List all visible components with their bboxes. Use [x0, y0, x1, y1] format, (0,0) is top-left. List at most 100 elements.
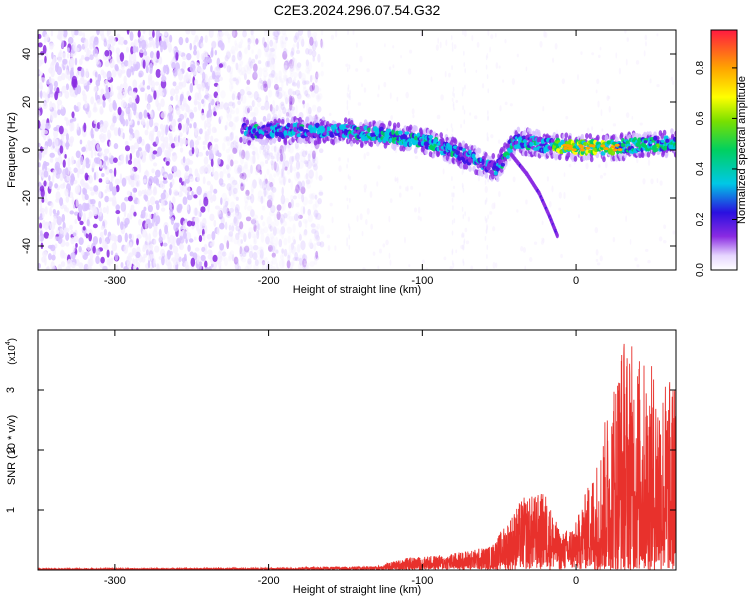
heatmap-cell: [464, 211, 466, 217]
heatmap-cell: [113, 143, 119, 150]
heatmap-cell: [315, 95, 320, 100]
heatmap-cell: [492, 261, 496, 269]
heatmap-cell: [285, 112, 290, 117]
heatmap-cell: [366, 151, 370, 157]
heatmap-cell: [108, 197, 114, 202]
heatmap-cell: [269, 49, 272, 57]
heatmap-cell: [283, 212, 288, 219]
heatmap-cell: [132, 79, 138, 89]
heatmap-cell: [240, 239, 243, 244]
heatmap-cell: [561, 78, 566, 85]
heatmap-cell: [89, 36, 93, 46]
heatmap-cell: [263, 41, 267, 48]
heatmap-cell: [158, 56, 163, 65]
heatmap-cell: [234, 165, 240, 175]
heatmap-cell: [228, 121, 234, 128]
heatmap-cell: [262, 149, 269, 156]
heatmap-cell: [260, 79, 264, 85]
heatmap-cell: [320, 61, 324, 67]
heatmap-cell: [230, 234, 234, 243]
heatmap-cell: [114, 65, 119, 72]
heatmap-cell: [135, 150, 140, 158]
heatmap-cell: [292, 80, 295, 86]
heatmap-cell: [69, 87, 75, 97]
heatmap-cell: [284, 94, 290, 105]
heatmap-cell: [226, 183, 232, 191]
heatmap-cell: [222, 168, 227, 175]
heatmap-cell: [265, 60, 269, 67]
heatmap-cell: [177, 122, 182, 131]
heatmap-cell: [64, 153, 67, 159]
heatmap-cell: [186, 53, 192, 61]
heatmap-cell: [309, 148, 314, 158]
heatmap-cell: [270, 48, 276, 57]
heatmap-cell: [222, 142, 226, 151]
heatmap-cell: [389, 137, 393, 143]
heatmap-cell: [542, 238, 545, 244]
heatmap-cell: [183, 175, 189, 180]
heatmap-cell: [98, 200, 102, 209]
heatmap-y-tick-label: 20: [21, 96, 33, 108]
heatmap-cell: [595, 258, 599, 262]
heatmap-cell: [204, 260, 208, 268]
heatmap-cell: [146, 85, 151, 90]
heatmap-cell: [487, 114, 489, 120]
heatmap-cell: [276, 89, 280, 97]
heatmap-cell: [286, 122, 291, 128]
heatmap-cell: [235, 142, 239, 149]
heatmap-cell: [230, 78, 234, 86]
heatmap-cell: [281, 40, 287, 45]
heatmap-cell: [640, 151, 644, 158]
heatmap-cell: [264, 100, 270, 111]
heatmap-cell: [149, 68, 153, 74]
heatmap-cell: [213, 219, 217, 227]
heatmap-cell: [462, 105, 464, 111]
heatmap-cell: [64, 167, 69, 176]
heatmap-cell: [82, 187, 86, 195]
heatmap-cell: [226, 106, 230, 114]
heatmap-cell: [116, 85, 121, 91]
heatmap-cell: [266, 216, 272, 225]
heatmap-cell: [144, 244, 148, 250]
heatmap-cell: [440, 94, 444, 101]
heatmap-cell: [462, 30, 464, 36]
heatmap-cell: [313, 84, 319, 94]
heatmap-cell: [242, 105, 248, 114]
heatmap-cell: [77, 66, 83, 72]
heatmap-cell: [76, 84, 82, 95]
heatmap-cell: [600, 151, 606, 156]
heatmap-cell: [218, 63, 224, 68]
heatmap-cell: [251, 150, 256, 156]
heatmap-cell: [296, 62, 302, 68]
heatmap-cell: [136, 237, 139, 246]
heatmap-cell: [115, 264, 119, 270]
heatmap-cell: [189, 123, 192, 129]
heatmap-cell: [250, 155, 255, 165]
heatmap-cell: [649, 78, 652, 84]
heatmap-cell: [612, 236, 616, 243]
heatmap-cell: [245, 152, 251, 162]
heatmap-cell: [290, 194, 294, 201]
heatmap-cell: [184, 112, 187, 119]
heatmap-cell: [320, 30, 324, 36]
heatmap-cell: [261, 228, 265, 235]
snr-x-tick-label: -100: [411, 575, 433, 587]
heatmap-cell: [282, 175, 287, 184]
heatmap-cell: [347, 84, 350, 90]
heatmap-cell: [92, 245, 96, 254]
heatmap-cell: [451, 42, 454, 48]
heatmap-cell: [239, 60, 244, 66]
heatmap-cell: [207, 249, 213, 255]
heatmap-cell: [230, 141, 235, 149]
heatmap-cell: [288, 112, 292, 118]
heatmap-cell: [228, 186, 232, 197]
heatmap-cell: [70, 252, 76, 260]
heatmap-cell: [211, 40, 217, 49]
heatmap-cell: [289, 155, 294, 165]
heatmap-cell: [189, 42, 193, 51]
heatmap-cell: [175, 94, 179, 102]
heatmap-cell: [275, 249, 279, 254]
heatmap-cell: [250, 230, 255, 239]
heatmap-cell: [295, 184, 300, 194]
heatmap-cell: [247, 258, 252, 265]
